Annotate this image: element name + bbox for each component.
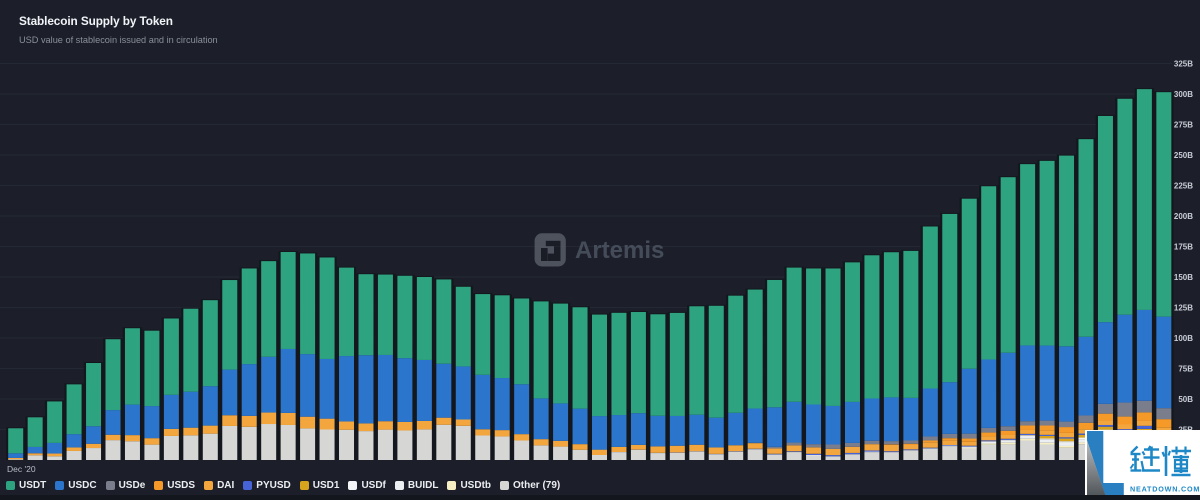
- svg-text:225B: 225B: [1174, 182, 1193, 191]
- svg-text:275B: 275B: [1174, 121, 1193, 130]
- svg-text:NEATDOWN.COM: NEATDOWN.COM: [1130, 485, 1200, 494]
- svg-text:325B: 325B: [1174, 60, 1193, 69]
- svg-text:200B: 200B: [1174, 212, 1193, 221]
- svg-text:300B: 300B: [1174, 90, 1193, 99]
- svg-text:150B: 150B: [1174, 273, 1193, 282]
- svg-text:Artemis: Artemis: [575, 237, 664, 264]
- svg-text:175B: 175B: [1174, 243, 1193, 252]
- svg-text:75B: 75B: [1178, 365, 1193, 374]
- svg-text:50B: 50B: [1178, 395, 1193, 404]
- svg-text:100B: 100B: [1174, 334, 1193, 343]
- svg-text:125B: 125B: [1174, 304, 1193, 313]
- svg-text:250B: 250B: [1174, 151, 1193, 160]
